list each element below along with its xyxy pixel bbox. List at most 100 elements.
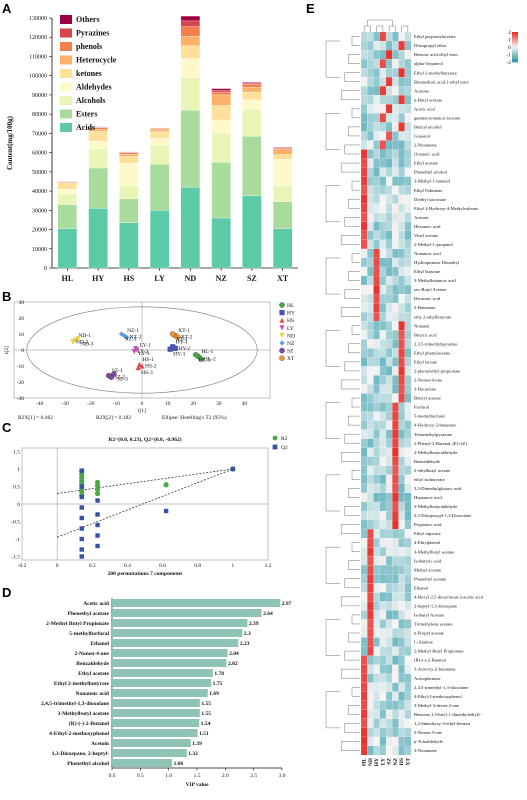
- point-label: HL-2: [204, 356, 216, 362]
- colorbar-step: [512, 32, 518, 34]
- heatmap-cell: [392, 691, 399, 701]
- heatmap-cell: [392, 40, 399, 51]
- dendrogram-branch: [348, 271, 360, 281]
- data-point-hy: [279, 310, 285, 316]
- heatmap-cell: [367, 610, 374, 620]
- vip-bar: [112, 689, 208, 697]
- heatmap-cell: [379, 592, 387, 602]
- heatmap-cell: [392, 77, 399, 87]
- heatmap-cell: [367, 718, 374, 729]
- heatmap-cell: [360, 275, 368, 286]
- heatmap-cell: [360, 149, 368, 159]
- dendrogram-branch: [344, 578, 360, 588]
- heatmap-cell: [392, 646, 399, 656]
- heatmap-cell: [367, 131, 374, 141]
- x-tick-label: -30: [62, 401, 70, 407]
- x-category-label: NZ: [216, 274, 227, 283]
- heatmap-cell: [379, 158, 387, 168]
- heatmap-row-label: 3-Methylbutanoic acid: [414, 278, 456, 283]
- heatmap-cell: [373, 375, 380, 385]
- data-point-hy: [167, 346, 173, 352]
- bar-segment-acids: [149, 210, 170, 269]
- heatmap-cell: [367, 483, 374, 494]
- data-point-hl: [198, 356, 204, 362]
- dendrogram-branch: [351, 542, 360, 552]
- heatmap-cell: [398, 429, 405, 439]
- heatmap-cell: [373, 185, 380, 195]
- heatmap-cell: [367, 709, 374, 720]
- dendrogram-branch: [341, 235, 360, 245]
- heatmap-cell: [360, 474, 368, 485]
- legend-label: Pyrazines: [76, 29, 109, 38]
- heatmap-row-label: Furfural: [414, 405, 430, 410]
- bar-segment-pyrazines: [211, 90, 231, 93]
- heatmap-cell: [385, 113, 393, 123]
- heatmap-cell: [373, 104, 380, 114]
- colorbar-step: [512, 51, 518, 54]
- vip-value-label: 2.97: [282, 601, 292, 607]
- heatmap-cell: [398, 248, 405, 259]
- dendrogram-branch: [351, 687, 360, 697]
- heatmap-cell: [360, 104, 368, 114]
- legend-label: HS: [287, 318, 294, 324]
- heatmap-cell: [367, 357, 374, 367]
- colorbar-tick-label: -1: [506, 53, 511, 59]
- data-point-q2: [79, 494, 84, 500]
- heatmap-row-label: Butanedioic acid,1-ethyl ester: [414, 79, 469, 85]
- heatmap-cell: [360, 357, 368, 367]
- heatmap-cell: [379, 547, 387, 557]
- heatmap-cell: [360, 366, 368, 376]
- heatmap-cell: [385, 673, 393, 683]
- heatmap-cell: [367, 303, 374, 313]
- vip-bar: [112, 669, 213, 677]
- data-point-r2: [163, 482, 169, 488]
- heatmap-cell: [379, 31, 387, 42]
- heatmap-cell: [373, 194, 380, 204]
- heatmap-cell: [360, 547, 368, 557]
- heatmap-cell: [373, 745, 380, 756]
- heatmap-cell: [379, 664, 387, 674]
- y-tick-label: 130000: [29, 16, 47, 22]
- heatmap-cell: [398, 68, 405, 78]
- heatmap-cell: [398, 718, 405, 729]
- heatmap-cell: [360, 86, 368, 96]
- heatmap-cell: [398, 556, 405, 566]
- data-point-ly: [133, 346, 139, 352]
- bar-segment-ketones: [272, 154, 293, 160]
- heatmap-cell: [404, 492, 412, 503]
- bar-segment-esters: [57, 204, 78, 229]
- heatmap-cell: [373, 393, 380, 403]
- heatmap-row-label: 4-Hydroxy-2-butanone: [414, 423, 456, 428]
- heatmap-cell: [360, 700, 368, 710]
- heatmap-cell: [404, 528, 412, 539]
- colorbar-step: [512, 53, 518, 55]
- heatmap-cell: [379, 375, 387, 385]
- panel-e-heatmap: Ethyl propionylacetate Diisopropyl ether B…: [325, 19, 518, 766]
- vip-category-label: 4-Ethyl-2-methoxyphenol: [49, 731, 109, 737]
- colorbar-tick-label: 1: [508, 38, 511, 44]
- x-category-label: XT: [277, 274, 289, 283]
- heatmap-cell: [379, 682, 387, 692]
- heatmap-cell: [360, 339, 368, 349]
- heatmap-cell: [392, 312, 399, 322]
- heatmap-cell: [392, 420, 399, 430]
- legend-label: Q2: [281, 445, 288, 451]
- heatmap-cell: [360, 330, 368, 340]
- heatmap-cell: [379, 492, 387, 503]
- heatmap-cell: [360, 429, 368, 439]
- heatmap-cell: [367, 185, 374, 195]
- heatmap-cell: [398, 727, 405, 738]
- heatmap-cell: [373, 727, 380, 738]
- bar-segment-alcohols: [211, 133, 231, 163]
- heatmap-row-label: Vinyl acetate: [414, 233, 438, 238]
- dendrogram-branch: [351, 614, 360, 625]
- colorbar-step: [512, 45, 518, 48]
- heatmap-column-label: SZ: [387, 758, 393, 765]
- heatmap-cell: [360, 646, 368, 656]
- heatmap-cell: [373, 438, 380, 448]
- heatmap-cell: [392, 59, 399, 69]
- heatmap-cell: [367, 727, 374, 738]
- heatmap-cell: [404, 113, 412, 123]
- colorbar-step: [512, 50, 518, 52]
- vip-category-label: 2-Nonen-4-one: [74, 651, 109, 657]
